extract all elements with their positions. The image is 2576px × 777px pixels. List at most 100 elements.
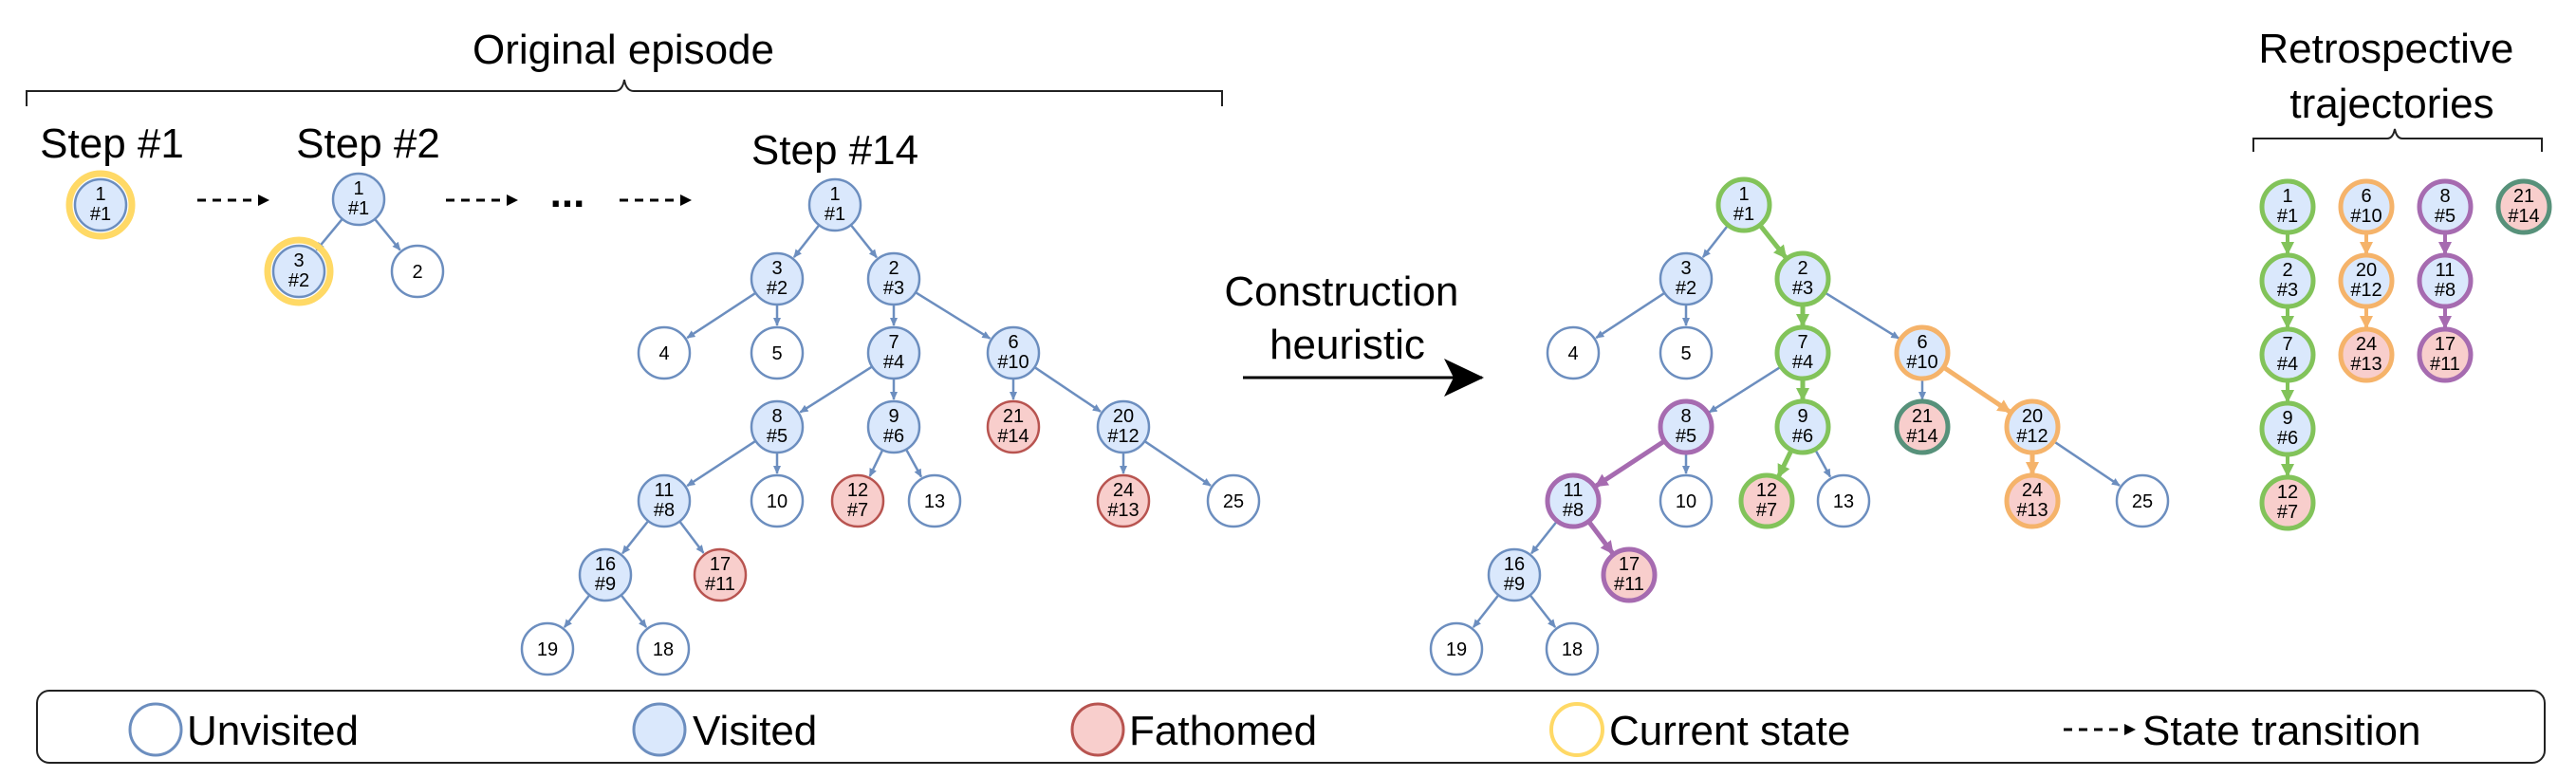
tree-node: 17#11 [693, 547, 748, 602]
node-order: #10 [997, 352, 1029, 373]
tree-node: 16#9 [1487, 547, 1542, 602]
tree-node: 1#1 [65, 170, 136, 240]
node-order: #6 [1792, 426, 1813, 447]
node-id: 12 [2277, 482, 2298, 503]
node-order: #9 [1504, 574, 1525, 595]
step14-label: Step #14 [751, 127, 918, 174]
node-circle [2259, 252, 2316, 309]
node-id: 2 [1797, 258, 1807, 279]
node-id: 3 [771, 258, 782, 279]
node-order: #2 [288, 270, 309, 291]
tree-edge [1594, 438, 1666, 489]
node-circle [2115, 473, 2170, 528]
node-circle [578, 547, 633, 602]
tree-edge [792, 224, 821, 258]
node-circle [750, 251, 805, 306]
tree-edge [1595, 291, 1666, 340]
node-order: #11 [2430, 354, 2460, 375]
retrospective-trajectories: 1#12#37#49#612#76#1020#1224#138#511#817#… [2259, 178, 2552, 531]
node-circle [2338, 252, 2395, 309]
node-circle [636, 621, 691, 676]
node-order: #8 [1563, 500, 1584, 521]
tree-node: 3#2 [750, 251, 805, 306]
node-id: 8 [2439, 186, 2450, 207]
step1-tree: 1#1 [65, 170, 136, 240]
node-id: 2 [888, 258, 899, 279]
tree-node: 24#13 [1096, 473, 1151, 528]
node-circle [2004, 398, 2061, 455]
trajectory-node: 12#7 [2259, 474, 2316, 531]
tree-edge [799, 365, 873, 414]
trajectory-node: 9#6 [2259, 400, 2316, 457]
tree-node: 1#1 [331, 172, 386, 227]
tree-edge [1586, 520, 1615, 555]
tree-node: 1#1 [807, 177, 862, 232]
node-id: 7 [888, 332, 899, 353]
node-id: 8 [1680, 406, 1691, 427]
node-circle [750, 399, 805, 454]
node-id: 9 [888, 406, 899, 427]
tree-node: 10 [1659, 473, 1714, 528]
tree-edge [1530, 520, 1559, 555]
tree-node: 3#2 [1659, 251, 1714, 306]
node-circle [807, 177, 862, 232]
node-id: 5 [771, 343, 782, 364]
node-circle [331, 172, 386, 227]
legend [36, 690, 2546, 764]
node-order: #5 [2435, 206, 2456, 227]
node-order: #13 [2016, 500, 2048, 521]
tree-edge [904, 449, 923, 478]
trajectory-node: 2#3 [2259, 252, 2316, 309]
node-circle [1429, 621, 1484, 676]
ellipsis: ... [550, 170, 585, 216]
node-id: 3 [1680, 258, 1691, 279]
node-id: 16 [1504, 554, 1525, 575]
node-circle [2004, 472, 2061, 529]
tree-node: 8#5 [750, 399, 805, 454]
tree-edge [563, 594, 591, 628]
node-circle [986, 325, 1041, 380]
node-id: 24 [1113, 480, 1134, 501]
trajectory-node: 6#10 [2338, 178, 2395, 235]
node-id: 1 [95, 184, 105, 205]
construction-heuristic-label: Construction heuristic [1224, 268, 1470, 368]
node-order: #6 [883, 426, 904, 447]
node-order: #14 [1906, 426, 1937, 447]
node-circle [520, 621, 575, 676]
tree-edge [915, 291, 991, 340]
node-circle [2259, 400, 2316, 457]
node-circle [693, 547, 748, 602]
node-id: 5 [1680, 343, 1691, 364]
tree-edge [1143, 440, 1212, 487]
node-id: 19 [537, 639, 558, 660]
tree-node: 9#6 [1774, 398, 1831, 455]
node-id: 20 [1113, 406, 1134, 427]
node-order: #4 [1792, 352, 1813, 373]
trajectory-node: 7#4 [2259, 326, 2316, 383]
node-id: 1 [829, 184, 840, 205]
node-id: 25 [1223, 491, 1244, 512]
node-order: #1 [1733, 204, 1754, 225]
node-order: #8 [2435, 280, 2456, 301]
legend-transition-label: State transition [2142, 708, 2421, 754]
node-id: 9 [2282, 408, 2292, 429]
node-id: 13 [1833, 491, 1854, 512]
node-id: 10 [767, 491, 788, 512]
node-circle [2495, 178, 2552, 235]
tree-node: 18 [636, 621, 691, 676]
tree-node: 5 [750, 325, 805, 380]
current-state-ring [65, 170, 136, 240]
node-id: 11 [655, 480, 675, 501]
trajectory-node: 1#1 [2259, 178, 2316, 235]
legend-visited-icon [632, 702, 687, 757]
node-circle [2417, 252, 2474, 309]
step1-label: Step #1 [40, 120, 184, 167]
node-order: #14 [997, 426, 1029, 447]
legend-unvisited-icon [128, 702, 183, 757]
tree-edge [1708, 365, 1782, 414]
node-id: 6 [1008, 332, 1018, 353]
node-order: #7 [1756, 500, 1777, 521]
node-order: #6 [2277, 428, 2298, 449]
node-id: 19 [1446, 639, 1467, 660]
